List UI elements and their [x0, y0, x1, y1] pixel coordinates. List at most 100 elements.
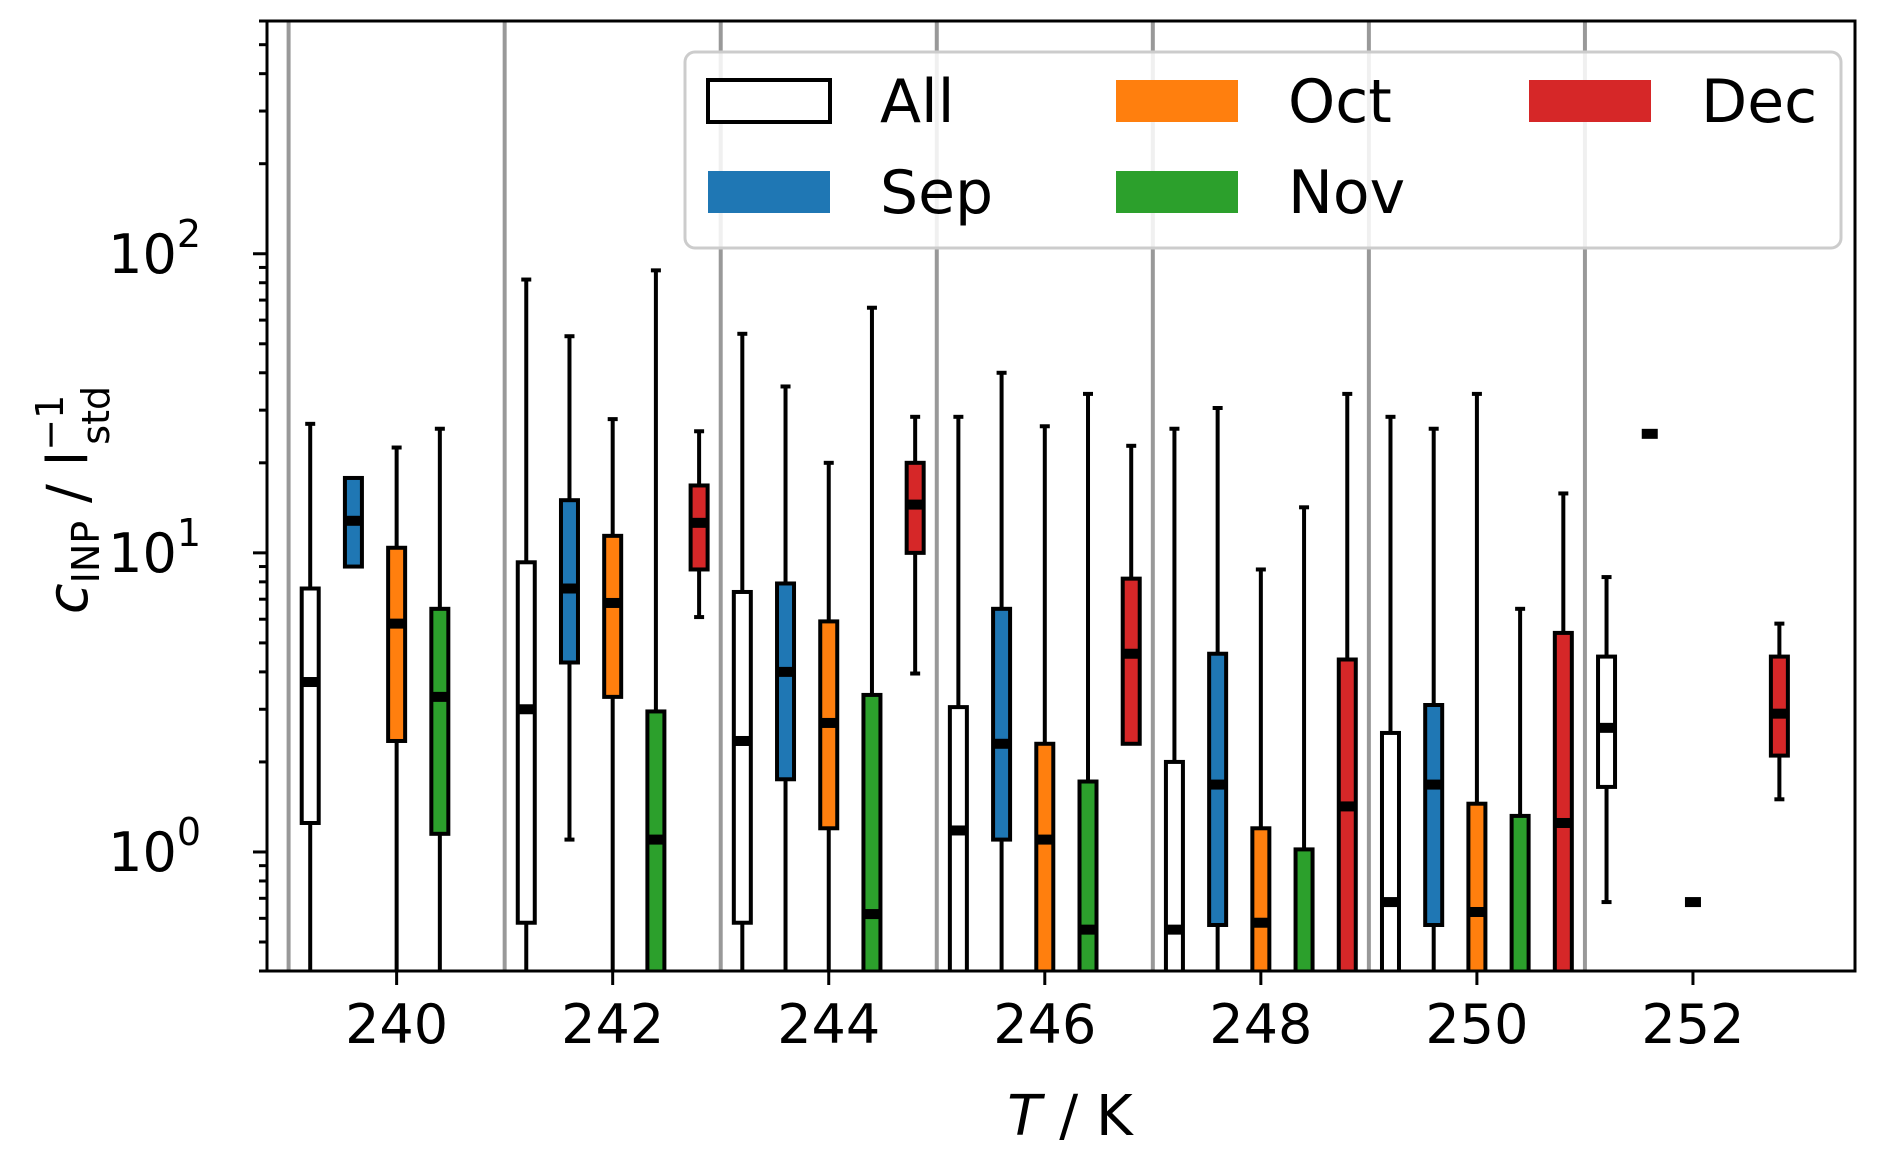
box-nov-246.4 — [1077, 391, 1099, 971]
box-all-247.2 — [1163, 426, 1185, 971]
box-body — [645, 709, 667, 971]
box-median — [1338, 801, 1356, 812]
box-median — [733, 735, 751, 746]
box-median — [949, 825, 967, 836]
legend-frame — [683, 50, 1843, 250]
legend-label-sep: Sep — [880, 158, 993, 228]
y-axis-label-group: cINP / l−1std — [28, 386, 118, 614]
y-axis-ticks: 100 101 102 — [108, 19, 267, 973]
box-sep-247.6 — [1207, 406, 1229, 971]
box-body — [299, 586, 321, 825]
box-median — [1209, 779, 1227, 790]
box-all-241.2 — [515, 277, 537, 971]
box-median — [1468, 906, 1486, 917]
box-plot-series — [299, 268, 1790, 971]
box-all-239.2 — [299, 421, 321, 971]
box-median — [560, 583, 578, 594]
box-oct-246 — [1034, 424, 1056, 971]
legend-swatch-nov — [1116, 171, 1238, 213]
box-sep-239.6 — [342, 475, 364, 569]
box-sep-245.6 — [991, 370, 1013, 971]
x-tick-label: 250 — [1425, 993, 1528, 1056]
box-dec-244.8 — [904, 414, 926, 676]
legend-swatch-sep — [708, 171, 830, 213]
box-median — [1165, 924, 1183, 935]
box-body — [1163, 759, 1185, 971]
box-median — [344, 515, 362, 526]
box-nov-244.4 — [861, 305, 883, 971]
box-nov-248.4 — [1293, 505, 1315, 971]
box-body — [1596, 654, 1618, 789]
box-median — [993, 738, 1011, 749]
box-body — [731, 589, 753, 925]
box-median — [647, 834, 665, 845]
box-oct-248 — [1250, 567, 1272, 971]
box-body — [429, 606, 451, 836]
y-tick-label: 101 — [108, 511, 201, 585]
box-nov-242.4 — [645, 268, 667, 971]
box-median — [1425, 779, 1443, 790]
box-median — [1554, 817, 1572, 828]
box-median — [1079, 924, 1097, 935]
box-median — [777, 666, 795, 677]
x-tick-label: 252 — [1641, 993, 1744, 1056]
box-dec-252.8 — [1768, 621, 1790, 802]
legend-swatch-oct — [1116, 80, 1238, 122]
y-axis-label: cINP / l−1std — [28, 386, 118, 614]
box-all-249.2 — [1379, 414, 1401, 971]
x-axis-label: T / K — [1007, 1084, 1134, 1149]
box-body — [1509, 813, 1531, 971]
box-body — [515, 560, 537, 925]
box-nov-240.4 — [429, 426, 451, 971]
box-body — [1466, 801, 1488, 971]
box-median — [1122, 648, 1140, 659]
x-axis-ticks: 240 242 244 246 248 250 252 — [345, 971, 1744, 1056]
box-body — [602, 533, 624, 699]
box-sep-243.6 — [775, 384, 797, 971]
legend-label-oct: Oct — [1288, 67, 1392, 137]
box-body — [386, 545, 408, 743]
box-body — [775, 581, 797, 782]
box-body — [1336, 657, 1358, 971]
box-oct-240 — [386, 445, 408, 971]
box-oct-242 — [602, 417, 624, 971]
x-tick-label: 244 — [777, 993, 880, 1056]
box-nov-250.4 — [1509, 606, 1531, 971]
box-median — [1770, 708, 1788, 719]
box-body — [1423, 703, 1445, 927]
y-tick-label: 100 — [108, 810, 201, 884]
box-oct-250 — [1466, 391, 1488, 971]
box-dec-250.8 — [1552, 491, 1574, 971]
box-median — [431, 691, 449, 702]
x-tick-label: 242 — [561, 993, 664, 1056]
box-median-marker — [1684, 897, 1701, 908]
box-sep-249.6 — [1423, 426, 1445, 971]
box-dec-246.8 — [1120, 443, 1142, 746]
box-median — [1381, 897, 1399, 908]
box-oct-252 — [1684, 897, 1701, 908]
box-median — [863, 909, 881, 920]
box-oct-244 — [818, 460, 840, 971]
box-median-marker — [1641, 428, 1658, 439]
box-dec-242.8 — [688, 429, 710, 620]
box-body — [1293, 847, 1315, 971]
box-median — [690, 517, 708, 528]
box-body — [1077, 779, 1099, 971]
plot-frame — [265, 19, 1857, 973]
box-median — [388, 618, 406, 629]
legend-label-dec: Dec — [1701, 67, 1817, 137]
box-sep-241.6 — [558, 334, 580, 842]
box-median — [820, 717, 838, 728]
box-median — [517, 704, 535, 715]
box-body — [1120, 576, 1142, 746]
box-body — [947, 705, 969, 971]
box-median — [1598, 722, 1616, 733]
legend: All Oct Dec Sep Nov — [683, 50, 1843, 250]
legend-swatch-all — [706, 78, 832, 124]
x-tick-label: 246 — [993, 993, 1096, 1056]
box-median — [906, 499, 924, 510]
legend-label-nov: Nov — [1288, 158, 1405, 228]
x-tick-label: 248 — [1209, 993, 1312, 1056]
box-body — [1034, 741, 1056, 971]
